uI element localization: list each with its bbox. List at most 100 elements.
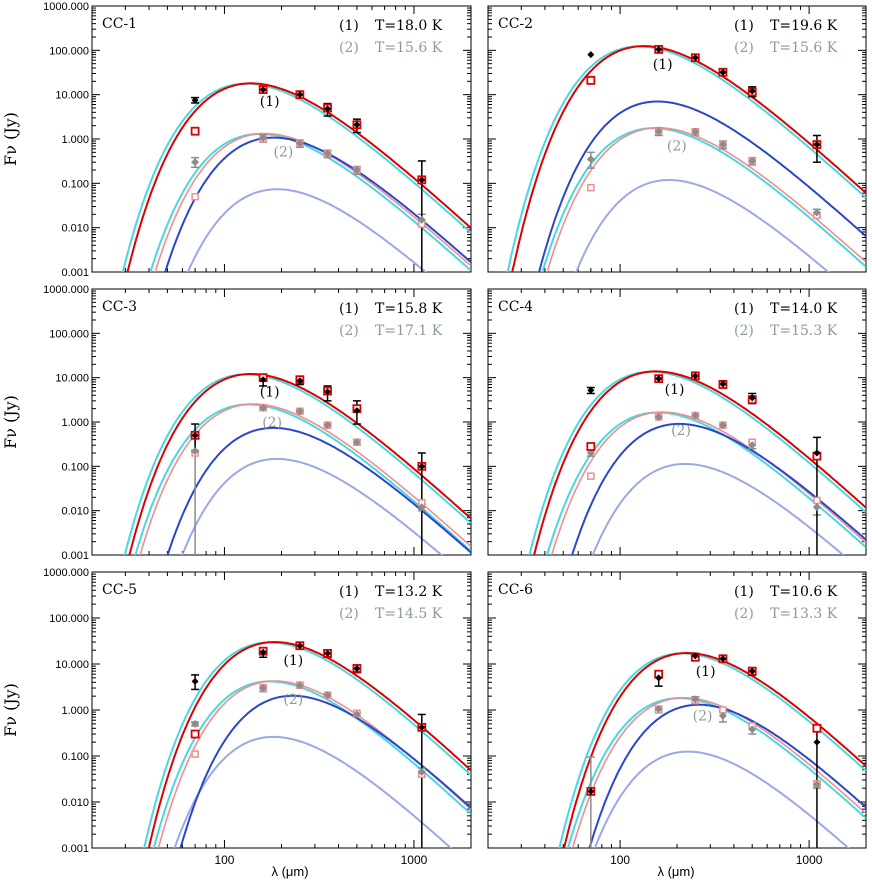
panel-title: CC-1	[102, 16, 137, 32]
observed-2-point	[586, 448, 595, 457]
observed-2-point	[259, 684, 268, 693]
model-curve-2-cold	[541, 127, 866, 272]
observed-1-point	[587, 787, 595, 795]
observed-1-point	[353, 664, 361, 672]
y-axis-label: Fν (Jy)	[1, 112, 20, 166]
observed-2-point	[295, 139, 304, 148]
curve-tag-2: (2)	[667, 139, 687, 155]
y-tick-label: 100.000	[49, 45, 89, 57]
model-curve-2-cold	[545, 411, 866, 555]
legend: (1) T=14.0 K (2) T=15.3 K	[734, 301, 838, 339]
observed-2-point	[718, 421, 727, 430]
model-curve-2-cold	[134, 403, 471, 555]
legend-temperature-1: T=13.2 K	[375, 584, 443, 600]
observed-2-point	[191, 447, 200, 456]
observed-2-point	[295, 681, 304, 690]
observed-2-point	[748, 441, 757, 450]
y-tick-label: 0.010	[61, 223, 89, 235]
y-tick-label: 0.001	[61, 550, 89, 562]
y-tick-label: 1.000	[61, 417, 89, 429]
model-curve-2-total	[550, 411, 866, 555]
legend-temperature-1: T=10.6 K	[770, 584, 838, 600]
model-curve-2-component	[574, 179, 830, 272]
observed-2-point	[259, 403, 268, 412]
observed-1-point	[719, 380, 727, 388]
observed-1-point	[191, 431, 199, 439]
x-tick-label: 1000	[401, 853, 428, 867]
curve-tag-1: (1)	[696, 664, 716, 680]
observed-1-point	[748, 394, 756, 402]
legend-label-1: (1)	[339, 18, 359, 34]
observed-1-point	[418, 176, 426, 184]
model-2-point	[813, 496, 821, 505]
model-1-point	[586, 442, 596, 451]
legend-label-1: (1)	[339, 301, 359, 317]
panel-cc-1: 1000.000 100.000 10.000 1.000 0.100 0.010 0.00…	[1, 1, 472, 279]
y-axis-label: Fν (Jy)	[1, 683, 20, 737]
x-axis-label: λ (μm)	[657, 864, 694, 879]
panel-title: CC-4	[498, 299, 533, 315]
y-tick-label: 10.000	[55, 659, 89, 671]
observed-1-point	[691, 372, 699, 380]
model-curve-2-component	[186, 188, 428, 272]
legend-temperature-2: T=14.5 K	[375, 606, 443, 622]
curve-tag-2: (2)	[262, 415, 282, 431]
model-curve-1-total	[128, 373, 471, 555]
model-2-point	[191, 192, 199, 201]
model-curve-2-total	[154, 132, 471, 272]
model-curve-1-component	[537, 100, 866, 272]
panels-layer: 1000.000 100.000 10.000 1.000 0.100 0.010 0.00…	[1, 1, 867, 867]
legend-label-2: (2)	[734, 40, 754, 56]
observed-1-point	[418, 462, 426, 470]
observed-2-point	[586, 155, 595, 164]
y-tick-label: 1.000	[61, 134, 89, 146]
y-tick-label: 1000.000	[43, 567, 89, 579]
panel-title: CC-6	[498, 582, 533, 598]
data-points	[190, 373, 427, 555]
observed-2-point	[323, 691, 332, 700]
observed-1-point	[587, 386, 595, 394]
y-tick-label: 10.000	[55, 90, 89, 102]
panel-cc-6: 100 1000 (1) (2) CC-6 (1) T=10.6 K (2) T=13.3 K	[487, 571, 867, 867]
x-tick-label: 1000	[796, 853, 823, 867]
legend-label-1: (1)	[734, 301, 754, 317]
model-curve-1-cold	[123, 373, 471, 555]
observed-1-point	[748, 87, 756, 95]
model-curve-1-component	[588, 703, 866, 848]
y-tick-label: 0.100	[61, 751, 89, 763]
y-tick-label: 10.000	[55, 373, 89, 385]
data-points	[190, 641, 427, 848]
y-tick-label: 1000.000	[43, 1, 89, 13]
observed-1-point	[259, 86, 267, 94]
model-curves	[123, 373, 471, 555]
model-curve-1-cold	[506, 45, 866, 272]
legend-temperature-1: T=15.8 K	[375, 301, 443, 317]
y-tick-label: 0.010	[61, 506, 89, 518]
observed-1-point	[691, 652, 699, 660]
observed-2-point	[691, 695, 700, 704]
observed-2-point	[352, 165, 361, 174]
model-curves	[121, 82, 471, 272]
model-curve-2-component	[181, 457, 444, 555]
model-1-point	[812, 723, 822, 733]
observed-2-point	[812, 780, 821, 789]
model-curve-2-total	[571, 696, 866, 848]
panel-title: CC-3	[102, 299, 137, 315]
model-curve-1-cold	[528, 370, 866, 555]
y-axis-label: Fν (Jy)	[1, 395, 20, 449]
y-tick-label: 0.100	[61, 178, 89, 190]
observed-2-point	[748, 725, 757, 734]
model-2-point	[587, 472, 595, 480]
observed-2-point	[295, 407, 304, 416]
legend-temperature-2: T=15.6 K	[770, 40, 838, 56]
observed-2-point	[259, 134, 268, 143]
x-tick-label: 100	[214, 853, 234, 867]
model-curve-2-component	[173, 735, 453, 848]
y-tick-label: 0.100	[61, 461, 89, 473]
data-points	[190, 85, 427, 272]
observed-2-point	[654, 412, 663, 421]
observed-1-point	[296, 642, 304, 650]
observed-1-point	[813, 449, 821, 457]
observed-2-point	[352, 438, 361, 447]
